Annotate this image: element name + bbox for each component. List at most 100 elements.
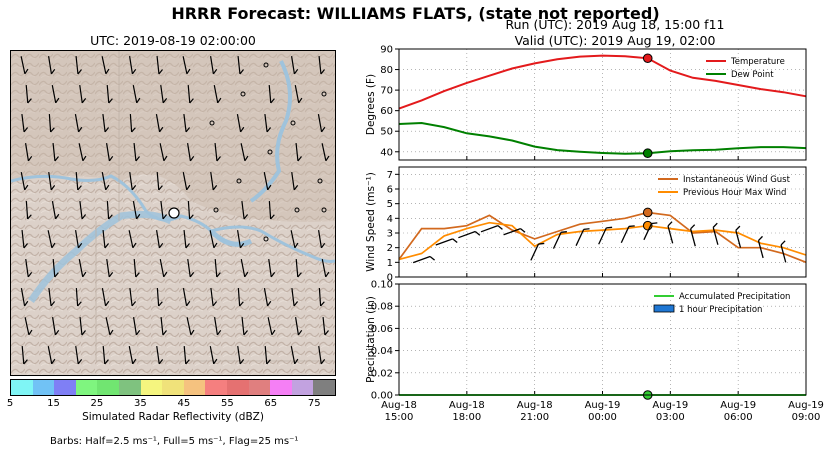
wind-barb <box>236 230 245 249</box>
plot-frame <box>398 283 807 396</box>
y-tick-label: 90 <box>380 45 393 56</box>
wind-barb <box>156 55 163 75</box>
hourly-wind-barb <box>735 225 742 248</box>
wind-barb <box>213 85 222 104</box>
current-time-marker <box>642 53 653 64</box>
wind-barb <box>264 113 272 133</box>
wind-barb <box>105 317 114 336</box>
river-north <box>249 60 292 203</box>
wind-barb <box>318 55 325 75</box>
wind-barb <box>294 317 303 336</box>
wind-barb <box>52 142 59 162</box>
wind-barb <box>21 113 29 133</box>
wind-barb <box>267 317 276 336</box>
wind-barb <box>241 316 248 336</box>
colorbar-tick-label: 65 <box>264 398 278 409</box>
map-title: UTC: 2019-08-19 02:00:00 <box>90 33 256 48</box>
y-tick-label: 50 <box>380 127 393 138</box>
wind-barb <box>263 288 272 307</box>
colorbar-swatch <box>32 380 55 395</box>
calm-wind-marker <box>213 207 219 213</box>
colorbar-label: Simulated Radar Reflectivity (dBZ) <box>82 411 264 423</box>
plot-frame <box>398 166 807 278</box>
wind-barb <box>74 230 83 249</box>
colorbar-swatch <box>270 380 292 395</box>
wind-barb <box>106 84 113 104</box>
hourly-wind-barb <box>620 225 635 244</box>
wind-barb <box>75 171 82 191</box>
colorbar-swatch <box>205 380 227 395</box>
radar-map <box>10 50 336 376</box>
wind-barb <box>21 345 28 365</box>
wind-barb <box>51 317 60 336</box>
wind-barb <box>106 200 113 220</box>
wind-barb <box>210 287 218 307</box>
colorbar-swatch <box>313 380 335 395</box>
y-tick-label: 0.08 <box>371 302 393 313</box>
terrain-map <box>11 51 335 375</box>
colorbar-swatch <box>97 380 119 395</box>
legend-label: Accumulated Precipitation <box>679 292 790 302</box>
y-tick-label: 0 <box>387 273 393 284</box>
y-tick-label: 40 <box>380 147 393 158</box>
wind-barb <box>290 346 299 365</box>
y-tick-label: 70 <box>380 86 393 97</box>
wind-barb <box>75 346 83 365</box>
hourly-wind-barb <box>598 226 613 245</box>
wind-barb <box>102 113 110 133</box>
colorbar-tick-label: 35 <box>134 398 147 409</box>
chart-panel-3: 0.00 0.02 0.04 0.06 0.08 0.10 Precipitation (i… <box>365 280 824 424</box>
wind-barb <box>47 56 56 75</box>
wind-barb <box>268 84 275 104</box>
wind-barb <box>21 229 28 249</box>
hourly-wind-barb <box>412 255 436 264</box>
colorbar-swatch <box>183 380 206 395</box>
y-tick-label: 6 <box>387 185 393 196</box>
barb-legend-note: Barbs: Half=2.5 ms⁻¹, Full=5 ms⁻¹, Flag=… <box>50 436 299 447</box>
wind-barb <box>209 346 218 365</box>
chart-panel-2: 0 1 2 3 4 5 6 7 Wind Speed (ms⁻¹) Instantaneous W… <box>365 166 807 284</box>
wind-barb <box>318 346 326 365</box>
wind-barb <box>240 259 249 278</box>
wind-barb <box>321 143 330 162</box>
wind-barb <box>264 345 271 365</box>
wind-barb <box>24 143 33 162</box>
wind-barb <box>291 172 299 191</box>
wind-barb <box>209 56 218 75</box>
y-axis-label: Wind Speed (ms⁻¹) <box>365 172 377 272</box>
run-line: Run (UTC): 2019 Aug 18, 15:00 f11 <box>505 17 725 32</box>
wind-barb <box>48 113 55 133</box>
colorbar-tick-label: 5 <box>6 398 14 409</box>
wind-barb <box>48 287 56 307</box>
colorbar-swatch <box>248 380 271 395</box>
colorbar-tick-label: 55 <box>220 398 234 409</box>
y-tick-label: 80 <box>380 65 393 76</box>
wind-barb <box>155 230 164 249</box>
wind-barb <box>186 317 195 336</box>
wind-barb <box>78 143 87 162</box>
wind-barb <box>160 85 168 104</box>
colorbar-swatch <box>118 380 141 395</box>
main-title: HRRR Forecast: WILLIAMS FLATS, (state no… <box>171 4 660 23</box>
wind-barb <box>20 56 29 75</box>
wind-barb <box>102 229 109 249</box>
y-tick-label: 5 <box>387 199 393 210</box>
wind-barb <box>25 200 32 220</box>
y-tick-label: 0.04 <box>371 346 393 357</box>
wind-barb <box>291 287 299 307</box>
wind-barb <box>24 317 33 336</box>
y-tick-label: 0.00 <box>371 391 393 402</box>
valid-line: Valid (UTC): 2019 Aug 19, 02:00 <box>514 33 716 48</box>
x-tick-label: 21:00 <box>520 412 549 423</box>
wind-barb <box>132 317 141 336</box>
wind-barb <box>75 287 82 307</box>
wind-barb <box>322 316 329 336</box>
hourly-wind-barb <box>503 227 526 236</box>
wind-barb <box>155 114 164 133</box>
wind-barb <box>294 85 303 104</box>
colorbar-swatch <box>75 380 98 395</box>
colorbar-tick-label: 25 <box>90 398 104 409</box>
wind-barb <box>132 201 141 220</box>
wind-barb <box>213 317 222 336</box>
hourly-wind-barb <box>712 222 719 245</box>
